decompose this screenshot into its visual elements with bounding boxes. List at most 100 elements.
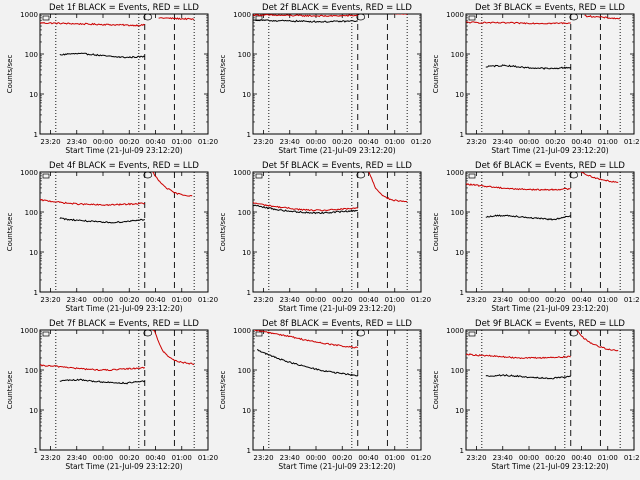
panel-title: Det 9f BLACK = Events, RED = LLD [475,319,625,329]
marker-symbol [468,15,476,21]
plot-frame [39,171,209,293]
series-line-events [257,349,358,377]
y-tick-label: 1000 [20,169,38,177]
y-tick-label: 1 [247,131,251,139]
marker-symbol [143,329,153,337]
marker-symbol [468,331,476,337]
y-tick-label: 1000 [446,11,464,19]
series-line-lld [253,201,358,212]
y-tick-label: 10 [455,249,464,257]
y-tick-label: 1000 [446,327,464,335]
panel-4: Det 4f BLACK = Events, RED = LLD 1 10 100 10… [6,161,218,313]
x-tick-label: 23:40 [67,454,87,462]
y-tick-label: 100 [451,51,464,59]
x-tick-label: 01:20 [411,296,431,304]
x-tick-label: 00:00 [306,296,326,304]
x-tick-label: 00:40 [571,138,591,146]
x-tick-label: 01:20 [411,454,431,462]
marker-symbol [255,173,263,179]
series-line-lld [40,198,146,207]
x-tick-label: 01:20 [624,454,640,462]
y-tick-label: 10 [242,407,251,415]
x-axis-label: Start Time (21-Jul-09 23:12:20) [65,462,182,471]
x-tick-label: 00:20 [545,296,565,304]
x-tick-label: 23:40 [280,454,300,462]
y-axis-label: Counts/sec [432,371,440,410]
panel-6: Det 6f BLACK = Events, RED = LLD 1 10 100 10… [432,161,640,313]
plot-frame [465,13,635,135]
y-tick-label: 1000 [446,169,464,177]
series-line-lld [253,14,358,18]
x-tick-label: 23:20 [40,454,60,462]
y-axis-label: Counts/sec [219,55,227,94]
x-tick-label: 00:20 [332,454,352,462]
y-tick-label: 10 [29,91,38,99]
x-tick-label: 01:00 [385,296,405,304]
y-tick-label: 100 [238,51,251,59]
x-tick-label: 23:20 [253,296,273,304]
x-axis-label: Start Time (21-Jul-09 23:12:20) [491,146,608,155]
plot-frame [39,13,209,135]
x-tick-label: 00:00 [519,454,539,462]
x-tick-label: 00:20 [119,454,139,462]
marker-symbol [356,171,366,179]
y-axis-label: Counts/sec [432,213,440,252]
y-tick-label: 10 [29,407,38,415]
y-tick-label: 10 [455,91,464,99]
x-tick-label: 01:00 [172,138,192,146]
series-line-events [59,378,145,385]
y-axis-label: Counts/sec [219,213,227,252]
x-tick-label: 00:00 [306,138,326,146]
x-tick-label: 00:40 [358,454,378,462]
series-line-events [59,217,145,224]
panel-title: Det 7f BLACK = Events, RED = LLD [49,319,199,329]
plot-frame [465,329,635,451]
panel-5: Det 5f BLACK = Events, RED = LLD 1 10 100 10… [219,161,431,313]
x-tick-label: 00:40 [358,296,378,304]
plot-frame [465,171,635,293]
x-tick-label: 01:20 [198,296,218,304]
x-tick-label: 00:40 [571,454,591,462]
y-tick-label: 1 [34,131,38,139]
x-tick-label: 23:20 [253,138,273,146]
panel-title: Det 3f BLACK = Events, RED = LLD [475,3,625,13]
panel-title: Det 4f BLACK = Events, RED = LLD [49,161,199,171]
panel-7: Det 7f BLACK = Events, RED = LLD 1 10 100 10… [6,319,218,471]
x-tick-label: 00:40 [145,454,165,462]
x-axis-label: Start Time (21-Jul-09 23:12:20) [491,304,608,313]
plot-frame [252,171,422,293]
series-line-lld [40,364,146,372]
y-tick-label: 1000 [233,169,251,177]
x-axis-label: Start Time (21-Jul-09 23:12:20) [278,146,395,155]
x-tick-label: 01:20 [198,454,218,462]
x-tick-label: 01:00 [385,138,405,146]
y-axis-label: Counts/sec [6,55,14,94]
series-line-lld [368,172,408,203]
y-tick-label: 1000 [233,327,251,335]
series-line-lld [40,21,146,27]
x-axis-label: Start Time (21-Jul-09 23:12:20) [278,304,395,313]
plot-frame [39,329,209,451]
x-tick-label: 01:00 [598,454,618,462]
marker-symbol [143,171,153,179]
x-tick-label: 23:40 [493,454,513,462]
panel-title: Det 2f BLACK = Events, RED = LLD [262,3,412,13]
series-line-lld [466,21,571,25]
x-tick-label: 23:40 [67,296,87,304]
series-line-lld [466,353,571,360]
plot-frame [252,13,422,135]
marker-symbol [569,171,579,179]
x-axis-label: Start Time (21-Jul-09 23:12:20) [278,462,395,471]
marker-symbol [143,13,153,21]
x-tick-label: 00:00 [93,138,113,146]
series-line-lld [580,172,619,183]
series-line-events [253,19,358,23]
panel-title: Det 6f BLACK = Events, RED = LLD [475,161,625,171]
series-line-lld [158,17,195,21]
marker-symbol [569,329,579,337]
y-tick-label: 1000 [20,11,38,19]
x-axis-label: Start Time (21-Jul-09 23:12:20) [65,146,182,155]
y-axis-label: Counts/sec [6,213,14,252]
marker-symbol [356,13,366,21]
y-tick-label: 1 [460,131,464,139]
